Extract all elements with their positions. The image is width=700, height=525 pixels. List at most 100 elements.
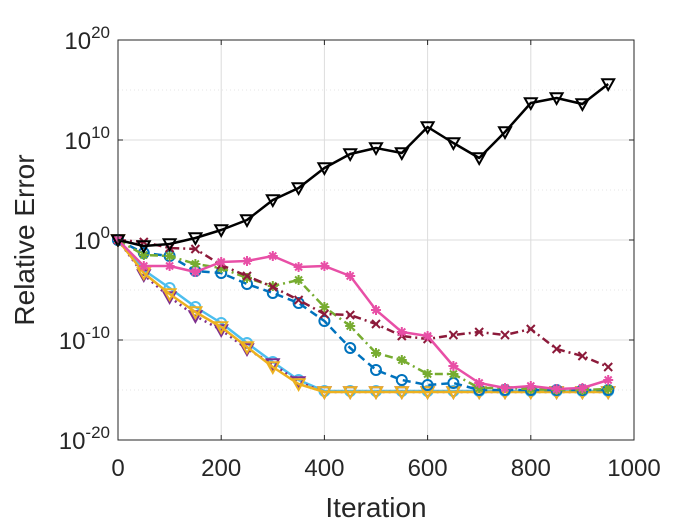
asterisk-marker	[371, 348, 381, 358]
y-tick-label: 1010	[64, 123, 110, 155]
circle-marker	[318, 315, 331, 327]
asterisk-marker	[448, 361, 459, 371]
asterisk-marker	[371, 305, 381, 315]
circle-marker	[395, 374, 408, 386]
y-tick-label: 100	[74, 223, 110, 255]
triangle-marker	[342, 148, 358, 163]
x-marker	[293, 295, 304, 305]
triangle-marker	[419, 121, 436, 136]
triangle-marker	[600, 78, 616, 93]
asterisk-marker	[525, 381, 536, 391]
triangle-marker	[265, 194, 281, 209]
asterisk-marker	[474, 378, 485, 388]
asterisk-marker	[164, 251, 175, 261]
triangle-marker	[368, 386, 384, 401]
triangle-marker	[394, 147, 410, 162]
y-tick-label: 1020	[64, 23, 110, 55]
asterisk-marker	[138, 250, 149, 260]
triangle-marker	[161, 238, 178, 253]
triangle-marker	[290, 182, 307, 197]
asterisk-marker	[603, 375, 614, 385]
series-line	[117, 238, 609, 392]
y-tick-label: 10-10	[59, 323, 110, 355]
triangle-marker	[161, 288, 178, 303]
asterisk-marker	[345, 271, 356, 281]
x-marker	[551, 344, 562, 354]
asterisk-marker	[242, 273, 252, 283]
x-marker	[319, 309, 330, 319]
circle-marker	[370, 364, 382, 376]
asterisk-marker	[319, 261, 330, 271]
triangle-marker	[187, 232, 204, 247]
x-tick-label: 400	[304, 455, 344, 482]
x-marker	[242, 271, 252, 281]
x-axis-title: Iteration	[325, 492, 426, 523]
triangle-marker	[290, 378, 307, 393]
triangle-marker	[239, 341, 255, 356]
triangle-marker	[187, 306, 204, 321]
axis-ticks: 0 200 400 600 800 1000 10-20 10-10 100 1010 1020	[59, 23, 661, 482]
asterisk-marker	[267, 251, 278, 261]
triangle-marker	[213, 224, 229, 239]
triangle-marker	[574, 98, 591, 113]
triangle-marker	[471, 152, 487, 167]
asterisk-marker	[190, 267, 201, 277]
triangle-marker	[316, 386, 333, 401]
asterisk-marker	[603, 384, 614, 394]
asterisk-marker	[138, 261, 149, 271]
asterisk-marker	[216, 263, 227, 273]
x-marker	[268, 282, 278, 292]
triangle-marker	[239, 214, 255, 229]
y-tick-label: 10-20	[59, 423, 110, 455]
triangle-marker	[419, 386, 436, 401]
series-layer	[110, 78, 616, 401]
x-marker	[190, 244, 201, 254]
x-marker	[371, 319, 381, 329]
x-tick-label: 800	[511, 455, 551, 482]
triangle-marker	[523, 97, 539, 112]
triangle-marker	[316, 162, 333, 177]
asterisk-marker	[190, 259, 201, 269]
asterisk-marker	[293, 262, 304, 272]
triangle-marker	[548, 92, 565, 107]
circle-marker	[344, 342, 357, 354]
x-marker	[577, 351, 588, 361]
circle-marker	[421, 379, 434, 391]
x-marker	[526, 324, 536, 334]
x-marker	[500, 330, 510, 340]
asterisk-marker	[242, 256, 252, 266]
triangle-marker	[445, 137, 462, 152]
asterisk-marker	[319, 302, 330, 312]
x-marker	[603, 362, 613, 372]
y-axis-title: Relative Error	[9, 154, 40, 325]
asterisk-marker	[448, 369, 459, 379]
asterisk-marker	[422, 369, 433, 379]
asterisk-marker	[293, 275, 304, 285]
triangle-marker	[368, 142, 384, 157]
asterisk-marker	[577, 383, 588, 393]
x-marker	[474, 327, 484, 337]
series-1	[110, 78, 616, 255]
asterisk-marker	[396, 327, 407, 337]
asterisk-marker	[216, 257, 227, 267]
x-tick-label: 200	[201, 455, 241, 482]
asterisk-marker	[345, 321, 356, 331]
triangle-marker	[497, 126, 513, 141]
asterisk-marker	[551, 384, 562, 394]
x-marker	[345, 310, 355, 320]
x-tick-label: 600	[408, 455, 448, 482]
triangle-marker	[342, 386, 358, 401]
x-marker	[448, 330, 459, 340]
triangle-marker	[265, 361, 281, 376]
asterisk-marker	[396, 355, 407, 365]
triangle-marker	[213, 321, 229, 336]
x-tick-label: 0	[111, 455, 124, 482]
asterisk-marker	[164, 261, 175, 271]
triangle-marker	[394, 386, 410, 401]
asterisk-marker	[422, 331, 433, 341]
asterisk-marker	[500, 383, 510, 393]
series-line	[116, 239, 609, 394]
triangle-marker	[136, 240, 152, 255]
